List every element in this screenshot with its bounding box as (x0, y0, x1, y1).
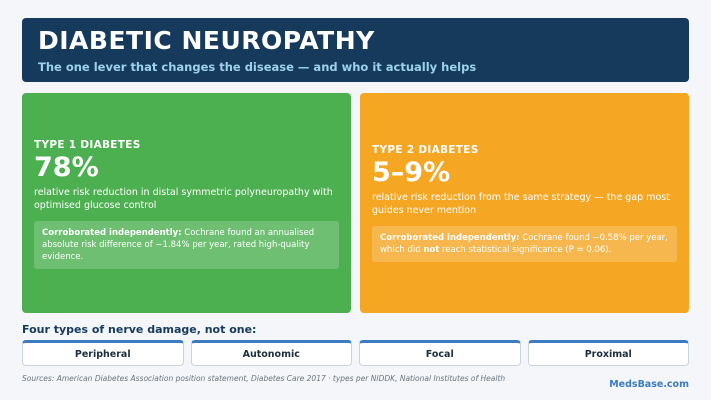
type1-card: TYPE 1 DIABETES 78% relative risk reduct… (22, 93, 351, 313)
nerve-types-row: Peripheral Autonomic Focal Proximal (22, 340, 689, 366)
type1-evidence-note: Corroborated independently: Cochrane fou… (34, 221, 339, 269)
type2-label: TYPE 2 DIABETES (372, 144, 479, 156)
type1-description: relative risk reduction in distal symmet… (34, 187, 333, 211)
page-title: DIABETIC NEUROPATHY (38, 26, 375, 55)
type2-note-emphasis: not (423, 245, 440, 255)
type1-note-lead: Corroborated independently: (42, 228, 182, 238)
type2-description: relative risk reduction from the same st… (372, 192, 670, 216)
type1-label: TYPE 1 DIABETES (34, 139, 141, 151)
sources-footnote: Sources: American Diabetes Association p… (22, 374, 506, 383)
type-autonomic[interactable]: Autonomic (190, 340, 352, 366)
types-heading: Four types of nerve damage, not one: (22, 323, 257, 336)
type2-note-post: reach statistical significance (P = 0.06… (439, 245, 612, 255)
brand-link[interactable]: MedsBase.com (609, 379, 689, 390)
header-banner: DIABETIC NEUROPATHY The one lever that c… (22, 18, 689, 82)
type-peripheral[interactable]: Peripheral (22, 340, 184, 366)
type-focal[interactable]: Focal (359, 340, 521, 366)
type1-note-body: Cochrane found an annualised absolute ri… (42, 228, 315, 262)
type1-stat: 78% (34, 152, 99, 183)
page-subtitle: The one lever that changes the disease —… (38, 60, 477, 74)
type2-note-lead: Corroborated independently: (380, 233, 520, 243)
type2-stat: 5–9% (372, 157, 451, 188)
type2-card: TYPE 2 DIABETES 5–9% relative risk reduc… (360, 93, 689, 313)
type-proximal[interactable]: Proximal (527, 340, 689, 366)
type2-evidence-note: Corroborated independently: Cochrane fou… (372, 226, 677, 262)
type2-note-pre: Cochrane found −0.58% per year, which di… (380, 233, 668, 255)
